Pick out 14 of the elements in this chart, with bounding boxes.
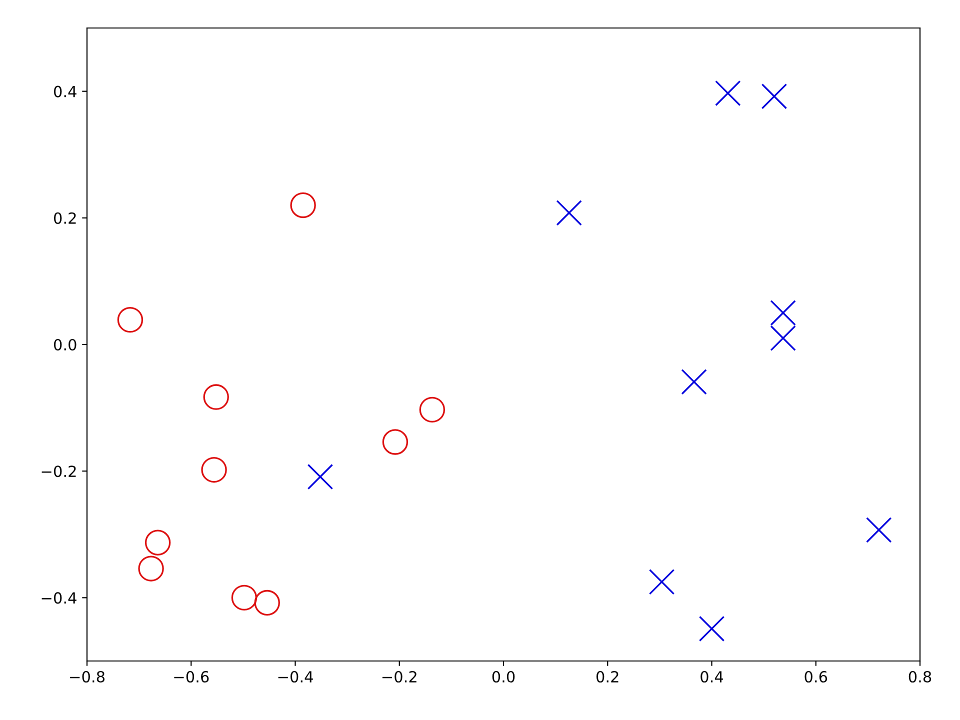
x-tick-label: −0.2 (382, 670, 416, 683)
y-tick-label: −0.4 (42, 592, 76, 604)
x-tick-label: 0.0 (492, 670, 515, 683)
x-tick-label: 0.6 (804, 670, 828, 683)
y-tick-label: 0.0 (54, 338, 76, 351)
x-tick-label: −0.4 (278, 670, 313, 683)
y-tick-label: −0.2 (42, 466, 76, 478)
x-tick-label: −0.6 (174, 670, 209, 683)
y-tick-label: 0.2 (54, 212, 76, 224)
x-tick-label: 0.8 (908, 670, 932, 683)
x-tick-label: 0.2 (596, 670, 618, 683)
x-tick-label: −0.8 (70, 670, 105, 683)
x-tick-label: 0.4 (700, 670, 724, 683)
y-tick-label: 0.4 (54, 86, 76, 98)
